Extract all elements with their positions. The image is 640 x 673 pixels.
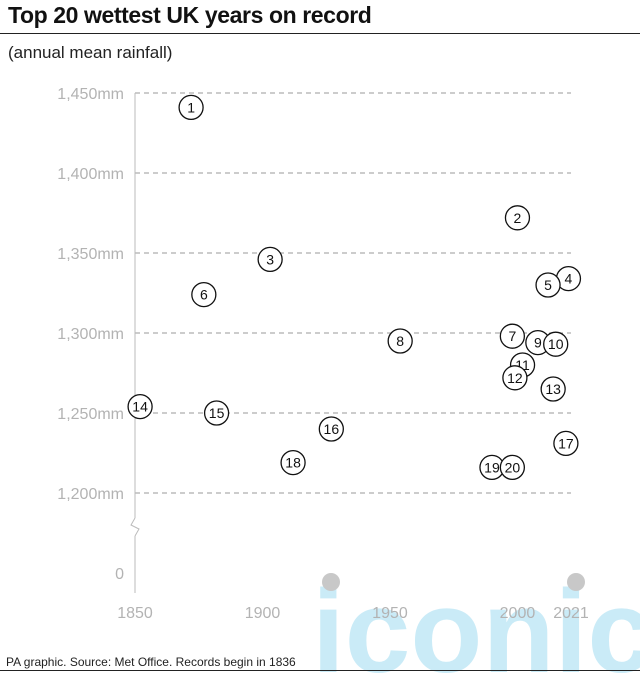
data-point: 20 — [499, 454, 526, 481]
watermark-text: iconic — [312, 566, 640, 673]
point-rank-label: 14 — [132, 399, 148, 415]
watermark-dot — [567, 573, 585, 591]
y-tick-label: 1,400mm — [57, 166, 124, 183]
data-point: 3 — [257, 246, 283, 273]
data-point: 8 — [387, 328, 413, 354]
y-tick-label: 1,250mm — [57, 406, 124, 423]
data-point: 12 — [502, 365, 528, 391]
data-point: 13 — [540, 376, 566, 402]
data-point: 10 — [543, 331, 569, 357]
point-marker — [127, 393, 153, 420]
bottom-divider — [0, 670, 640, 671]
point-rank-label: 4 — [565, 271, 573, 287]
point-rank-label: 13 — [545, 381, 561, 397]
data-point: 2 — [504, 205, 531, 231]
point-marker — [203, 400, 230, 426]
y-tick-label: 0 — [115, 566, 124, 583]
data-point: 15 — [203, 400, 230, 426]
point-rank-label: 8 — [396, 333, 404, 349]
point-rank-label: 1 — [187, 99, 195, 115]
watermark-logo: iconic — [312, 566, 640, 673]
data-point: 18 — [280, 449, 306, 476]
point-rank-label: 10 — [548, 336, 564, 352]
point-rank-label: 19 — [484, 459, 500, 475]
y-tick-label: 1,350mm — [57, 246, 124, 263]
data-point: 17 — [553, 430, 579, 457]
point-marker — [504, 205, 531, 231]
x-tick-label: 1950 — [372, 605, 408, 622]
source-footer: PA graphic. Source: Met Office. Records … — [6, 655, 296, 669]
point-rank-label: 15 — [209, 405, 225, 421]
point-rank-label: 12 — [507, 370, 523, 386]
point-rank-label: 3 — [266, 251, 274, 267]
point-rank-label: 7 — [508, 328, 516, 344]
point-rank-label: 20 — [505, 459, 521, 475]
x-tick-label: 2000 — [500, 605, 536, 622]
point-rank-label: 6 — [200, 287, 208, 303]
point-marker — [280, 449, 306, 476]
point-rank-label: 9 — [534, 335, 542, 351]
point-rank-label: 16 — [324, 421, 340, 437]
point-marker — [257, 246, 283, 273]
data-point: 7 — [499, 323, 526, 349]
chart-subtitle: (annual mean rainfall) — [8, 43, 173, 62]
y-tick-label: 1,300mm — [57, 326, 124, 343]
point-rank-label: 5 — [544, 277, 552, 293]
axes: 1850 1900 1950 2000 2021 — [117, 93, 589, 622]
y-tick-label: 1,450mm — [57, 86, 124, 103]
data-point: 19 — [479, 454, 505, 481]
data-point: 14 — [127, 393, 153, 420]
point-marker — [499, 454, 526, 481]
title-divider — [0, 33, 640, 34]
point-marker — [318, 416, 344, 442]
point-marker — [499, 323, 526, 349]
data-point: 5 — [535, 272, 561, 298]
data-point: 1 — [178, 94, 204, 121]
point-marker — [191, 281, 217, 308]
point-marker — [387, 328, 413, 354]
data-point: 6 — [191, 281, 217, 308]
point-rank-label: 18 — [285, 455, 301, 471]
y-tick-label: 1,200mm — [57, 486, 124, 503]
gridlines: 0 1,200mm 1,250mm 1,300mm 1,350mm 1,400mm 1,45… — [57, 86, 571, 583]
data-point: 16 — [318, 416, 344, 442]
point-rank-label: 17 — [558, 435, 574, 451]
axis-break-mark — [130, 517, 140, 537]
x-tick-label: 1850 — [117, 605, 153, 622]
point-rank-label: 2 — [514, 210, 522, 226]
point-marker — [540, 376, 566, 402]
watermark-dot — [322, 573, 340, 591]
point-marker — [535, 272, 561, 298]
x-tick-label: 1900 — [245, 605, 281, 622]
point-marker — [502, 365, 528, 391]
point-marker — [553, 430, 579, 457]
chart-title: Top 20 wettest UK years on record — [8, 2, 372, 28]
point-marker — [178, 94, 204, 121]
x-tick-label: 2021 — [553, 605, 589, 622]
point-marker — [543, 331, 569, 357]
